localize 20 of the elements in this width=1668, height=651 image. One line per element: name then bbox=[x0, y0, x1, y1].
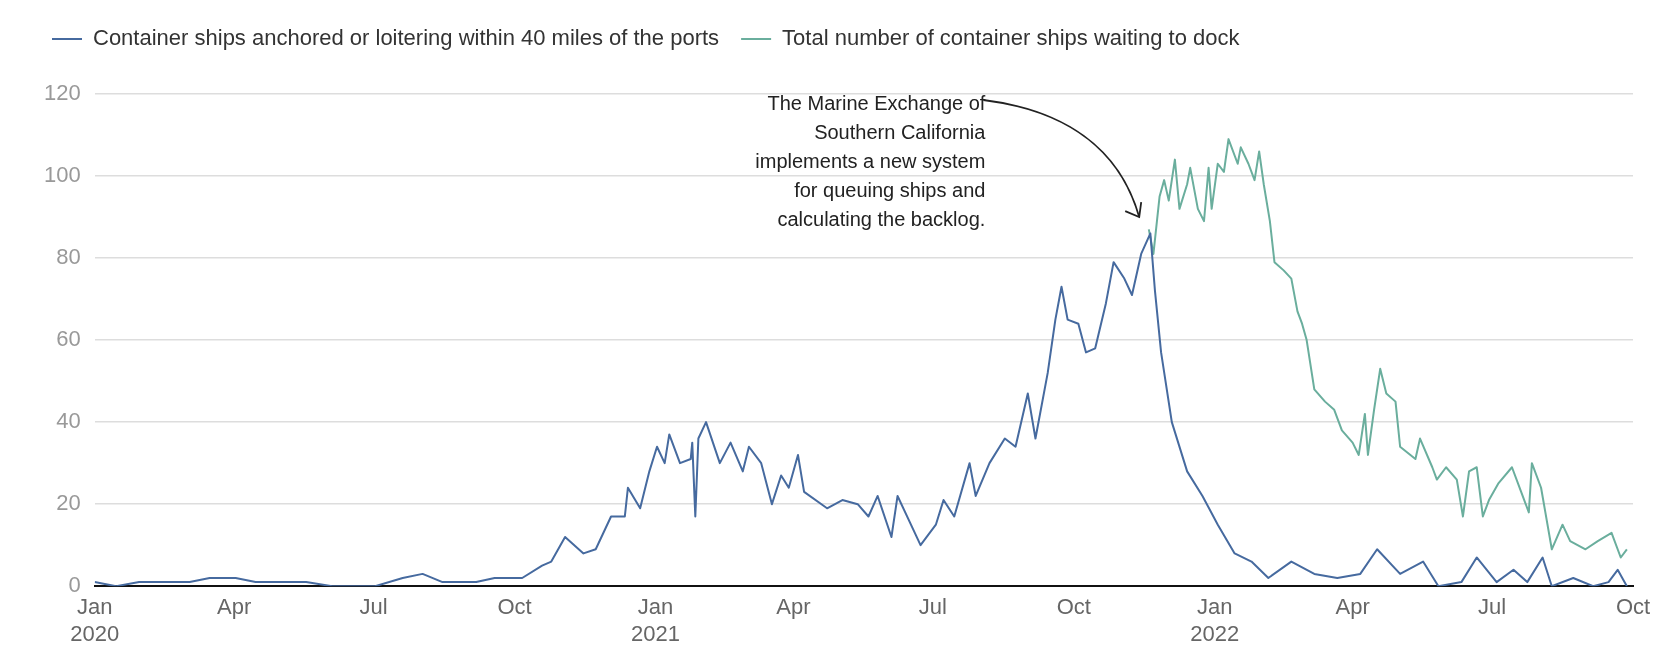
y-tick-label: 120 bbox=[43, 80, 81, 106]
x-tick-label: Jul bbox=[1477, 594, 1507, 620]
annotation: The Marine Exchange of Southern California implements a new system for queuing ships and calculating the backlog. bbox=[755, 91, 987, 230]
legend-label: Total number of container ships waiting to dock bbox=[782, 25, 1241, 51]
x-tick-label: Oct bbox=[1056, 594, 1091, 620]
y-tick-label: 20 bbox=[56, 490, 81, 516]
x-tick-label: Jul bbox=[359, 594, 388, 620]
y-tick-label: 100 bbox=[43, 162, 81, 188]
legend-label: Container ships anchored or loitering within 40 miles of the ports bbox=[93, 25, 720, 51]
y-tick-label: 80 bbox=[56, 244, 81, 270]
x-tick-label: Apr bbox=[1335, 594, 1370, 620]
x-tick-label: Jan 2022 bbox=[1190, 594, 1240, 646]
x-tick-label: Apr bbox=[776, 594, 811, 620]
x-tick-label: Jan 2021 bbox=[631, 594, 680, 646]
x-tick-label: Jul bbox=[918, 594, 947, 620]
x-tick-label: Oct bbox=[1615, 594, 1651, 620]
y-tick-label: 60 bbox=[56, 326, 81, 352]
x-tick-label: Oct bbox=[497, 594, 532, 620]
y-tick-label: 40 bbox=[56, 408, 81, 434]
x-tick-label: Apr bbox=[217, 594, 252, 620]
